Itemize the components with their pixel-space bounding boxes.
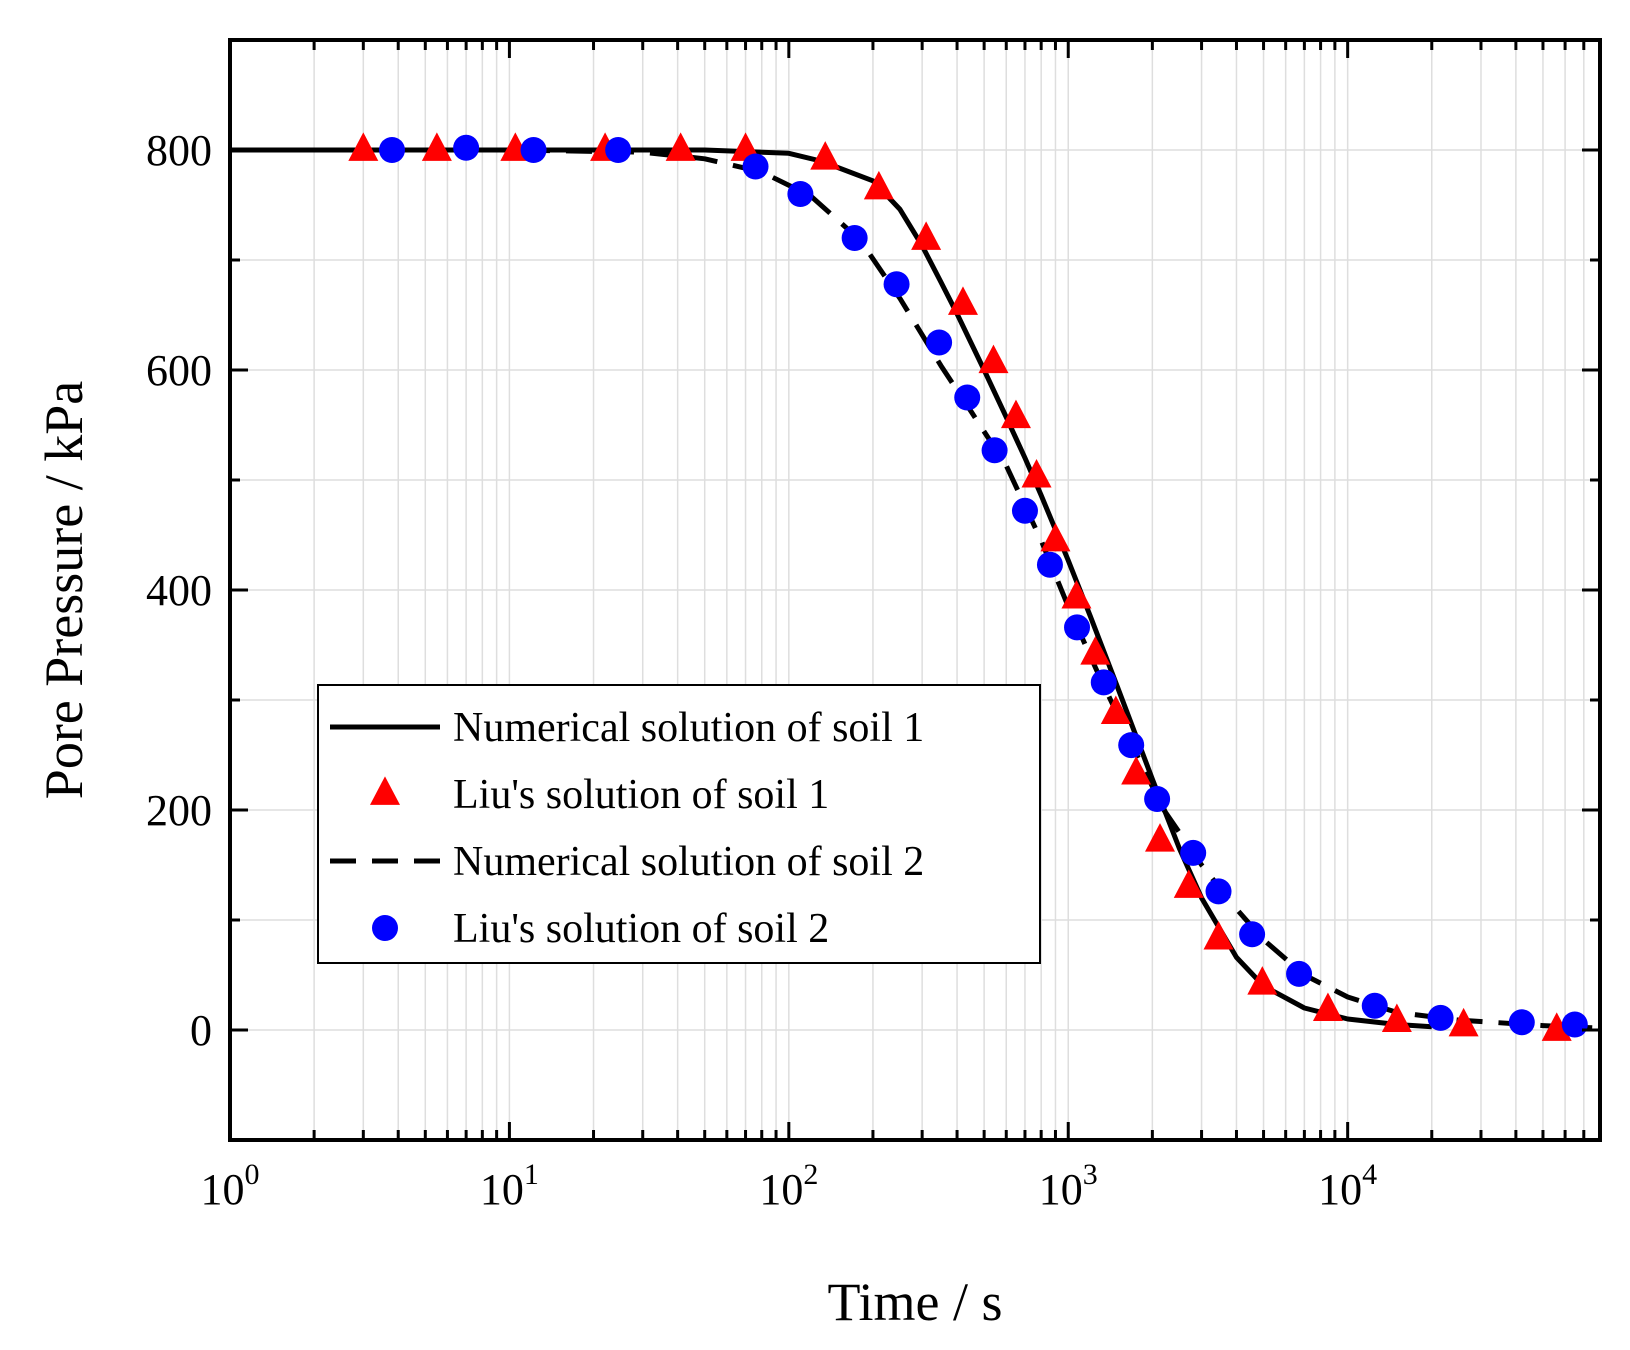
axis-ticks — [230, 38, 1600, 1142]
series-2-point — [1100, 695, 1131, 725]
legend-label-4: Liu's solution of soil 2 — [453, 906, 829, 952]
series-2-point — [1312, 992, 1343, 1022]
series-4-point — [453, 134, 480, 161]
series-2-point — [947, 286, 978, 315]
legend-swatch-2 — [370, 776, 400, 805]
series-2-point — [1061, 580, 1092, 609]
series-4-point — [926, 329, 953, 356]
series-4-point — [1561, 1011, 1588, 1038]
series-4-point — [1239, 921, 1266, 948]
series-4-point — [1118, 732, 1145, 759]
series-2-point — [348, 132, 379, 161]
series-2-point — [1121, 756, 1152, 785]
series-4-point — [1361, 992, 1388, 1019]
x-tick-exponent: 2 — [803, 1158, 818, 1191]
series-2-point — [863, 170, 894, 200]
series-4-point — [1064, 614, 1091, 641]
series-2-point — [810, 141, 841, 170]
x-tick-label: 101 — [480, 1158, 539, 1214]
x-tick-base: 10 — [201, 1165, 245, 1214]
series-2-point — [421, 132, 452, 161]
x-tick-base: 10 — [759, 1165, 803, 1214]
y-axis-title: Pore Pressure / kPa — [34, 381, 94, 799]
legend-label-2: Liu's solution of soil 1 — [453, 772, 829, 818]
x-tick-label: 100 — [201, 1158, 260, 1214]
series-4-point — [379, 137, 406, 163]
series-4-point — [841, 225, 868, 251]
series-2-point — [665, 132, 696, 161]
series-4-point — [1144, 786, 1171, 812]
x-axis-title: Time / s — [827, 1272, 1002, 1332]
series-4-point — [742, 153, 769, 180]
series-2-point — [1247, 966, 1278, 995]
series-2-point — [1021, 459, 1052, 488]
legend: Numerical solution of soil 1 Liu's soluti… — [317, 684, 1041, 964]
series-4-point — [954, 384, 981, 411]
legend-label-3: Numerical solution of soil 2 — [453, 839, 924, 885]
y-tick-label: 800 — [146, 126, 212, 175]
series-line-3 — [230, 147, 1593, 1031]
legend-swatch-4 — [372, 915, 398, 941]
series-2-point — [1448, 1007, 1479, 1037]
series-2-point — [1080, 636, 1111, 665]
x-tick-label: 102 — [759, 1158, 818, 1214]
x-tick-exponent: 1 — [524, 1158, 539, 1191]
series-2-point — [978, 344, 1009, 374]
x-tick-label: 104 — [1318, 1158, 1377, 1214]
legend-box — [317, 684, 1041, 964]
series-4-point — [1427, 1004, 1454, 1031]
x-tick-exponent: 4 — [1362, 1158, 1377, 1191]
series-2-point — [1541, 1012, 1572, 1041]
series-2-point — [1145, 823, 1176, 852]
series-4-point — [1508, 1009, 1535, 1036]
series-2-point — [1203, 921, 1234, 950]
series-4-point — [520, 137, 547, 163]
series-2-point — [1040, 522, 1071, 552]
series-4-point — [787, 181, 814, 207]
series-4-point — [1011, 497, 1038, 524]
x-tick-base: 10 — [480, 1165, 524, 1214]
series-4-point — [605, 137, 632, 163]
series-4-point — [1090, 669, 1117, 696]
series-4-point — [1036, 551, 1063, 578]
series-2-point — [730, 132, 761, 161]
series-4-point — [883, 271, 910, 298]
y-tick-label: 0 — [190, 1006, 212, 1055]
series-2-point — [1381, 1003, 1412, 1033]
x-tick-label: 103 — [1039, 1158, 1098, 1214]
x-tick-exponent: 3 — [1083, 1158, 1098, 1191]
series-2-point — [1000, 399, 1031, 429]
series-4-point — [1180, 839, 1207, 866]
series-4-point — [1205, 878, 1232, 905]
series-2-point — [1173, 869, 1204, 898]
y-tick-label: 400 — [146, 566, 212, 615]
y-tick-label: 200 — [146, 786, 212, 835]
x-tick-base: 10 — [1318, 1165, 1362, 1214]
series-4-point — [1286, 960, 1313, 987]
y-tick-label: 600 — [146, 346, 212, 395]
series-2-point — [911, 221, 942, 250]
series-layer — [230, 132, 1593, 1041]
grid-lines — [230, 40, 1600, 1140]
x-tick-exponent: 0 — [245, 1158, 260, 1191]
legend-label-1: Numerical solution of soil 1 — [453, 705, 924, 751]
x-tick-base: 10 — [1039, 1165, 1083, 1214]
series-4-point — [981, 437, 1008, 464]
